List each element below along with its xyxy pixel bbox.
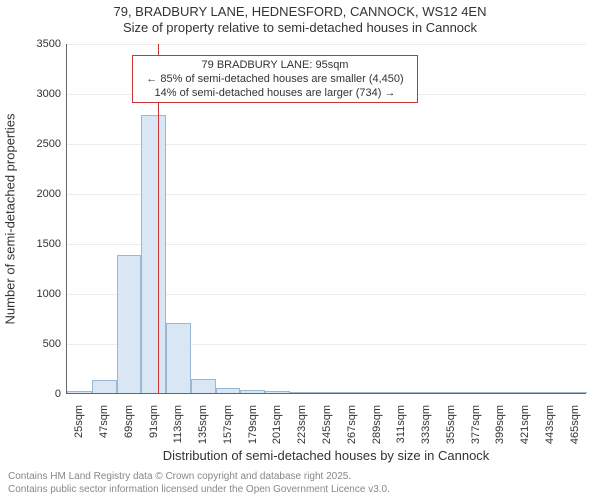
histogram-bar <box>216 388 241 393</box>
x-tick-label: 399sqm <box>494 405 506 444</box>
histogram-bar <box>191 379 216 393</box>
histogram-bar <box>240 390 265 393</box>
x-tick-label: 135sqm <box>197 405 209 444</box>
y-tick-label: 500 <box>43 338 61 350</box>
histogram-bar <box>513 392 538 393</box>
y-axis-label: Number of semi-detached properties <box>3 114 18 325</box>
histogram-bar <box>117 255 142 393</box>
histogram-bar <box>488 392 513 393</box>
x-tick-label: 377sqm <box>470 405 482 444</box>
x-tick-label: 91sqm <box>148 405 160 438</box>
chart-root: 79, BRADBURY LANE, HEDNESFORD, CANNOCK, … <box>0 0 600 500</box>
histogram-bar <box>290 392 315 393</box>
annotation-box: 79 BRADBURY LANE: 95sqm← 85% of semi-det… <box>132 55 418 104</box>
x-tick-label: 289sqm <box>371 405 383 444</box>
y-tick-label: 2500 <box>37 138 61 150</box>
x-tick-label: 245sqm <box>321 405 333 444</box>
annotation-line: 79 BRADBURY LANE: 95sqm <box>139 58 411 72</box>
title-line-2: Size of property relative to semi-detach… <box>0 20 600 36</box>
gridline <box>67 44 586 45</box>
x-tick-label: 157sqm <box>222 405 234 444</box>
histogram-bar <box>166 323 191 393</box>
x-tick-label: 201sqm <box>271 405 283 444</box>
y-tick-label: 3500 <box>37 38 61 50</box>
x-tick-label: 355sqm <box>445 405 457 444</box>
x-tick-label: 443sqm <box>544 405 556 444</box>
histogram-bar <box>265 391 290 393</box>
histogram-bar <box>562 392 587 393</box>
x-tick-label: 47sqm <box>98 405 110 438</box>
histogram-bar <box>315 392 340 393</box>
histogram-bar <box>463 392 488 393</box>
credits-line-1: Contains HM Land Registry data © Crown c… <box>8 471 390 484</box>
credits-line-2: Contains public sector information licen… <box>8 484 390 497</box>
x-tick-label: 25sqm <box>73 405 85 438</box>
x-tick-label: 465sqm <box>569 405 581 444</box>
y-tick-label: 2000 <box>37 188 61 200</box>
histogram-bar <box>438 392 463 393</box>
x-tick-label: 179sqm <box>247 405 259 444</box>
histogram-bar <box>339 392 364 393</box>
x-tick-label: 311sqm <box>395 405 407 443</box>
histogram-bar <box>389 392 414 393</box>
x-tick-label: 69sqm <box>123 405 135 438</box>
annotation-line: 14% of semi-detached houses are larger (… <box>139 86 411 100</box>
y-tick-label: 3000 <box>37 88 61 100</box>
histogram-bar <box>537 392 562 393</box>
x-tick-label: 267sqm <box>346 405 358 444</box>
histogram-bar <box>414 392 439 393</box>
histogram-bar <box>141 115 166 393</box>
y-tick-label: 1000 <box>37 288 61 300</box>
credits: Contains HM Land Registry data © Crown c… <box>8 471 390 496</box>
histogram-bar <box>364 392 389 393</box>
histogram-bar <box>67 391 92 393</box>
annotation-line: ← 85% of semi-detached houses are smalle… <box>139 72 411 86</box>
chart-title: 79, BRADBURY LANE, HEDNESFORD, CANNOCK, … <box>0 4 600 37</box>
title-line-1: 79, BRADBURY LANE, HEDNESFORD, CANNOCK, … <box>0 4 600 20</box>
plot-area: 050010001500200025003000350025sqm47sqm69… <box>66 44 586 394</box>
x-tick-label: 223sqm <box>296 405 308 444</box>
x-tick-label: 113sqm <box>172 405 184 443</box>
y-tick-label: 1500 <box>37 238 61 250</box>
y-tick-label: 0 <box>55 388 61 400</box>
x-tick-label: 333sqm <box>420 405 432 444</box>
x-axis-label: Distribution of semi-detached houses by … <box>66 448 586 463</box>
histogram-bar <box>92 380 117 393</box>
x-tick-label: 421sqm <box>519 405 531 444</box>
